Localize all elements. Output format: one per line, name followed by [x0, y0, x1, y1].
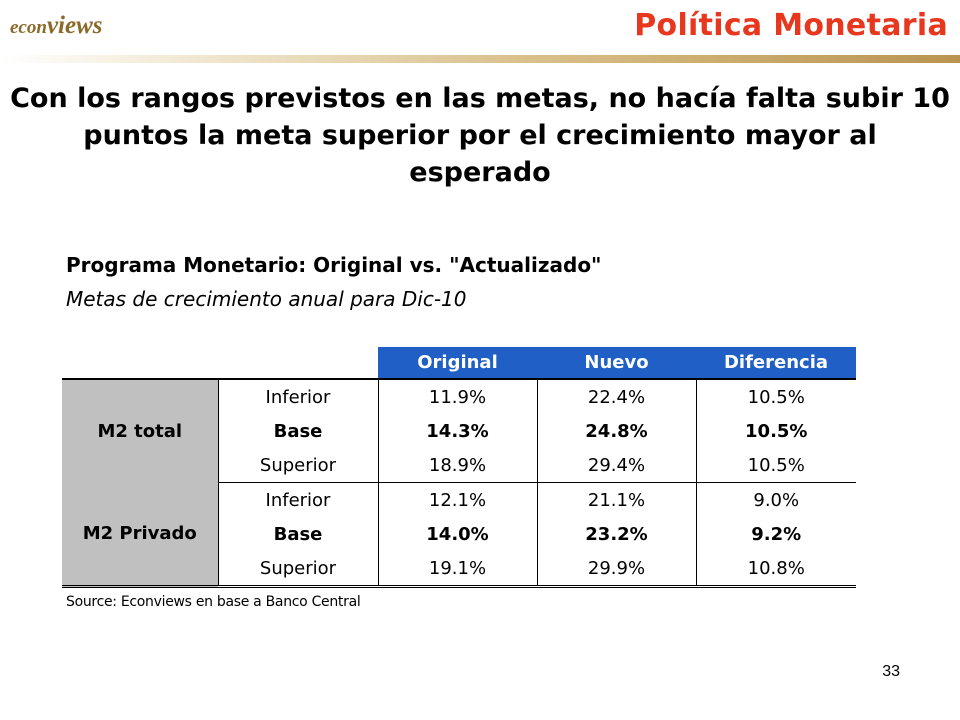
- monetary-program-table: Original Nuevo Diferencia M2 total Infer…: [62, 347, 856, 588]
- page-number: 33: [882, 663, 900, 680]
- header-blank-cell: [62, 347, 218, 380]
- group-label-m2-total: M2 total: [62, 379, 219, 483]
- logo-part-econ: econ: [10, 17, 47, 38]
- column-header-nuevo: Nuevo: [537, 347, 696, 380]
- cell-diferencia: 10.8%: [696, 551, 856, 588]
- row-label: Base: [218, 517, 379, 551]
- table-header-row: Original Nuevo Diferencia: [62, 347, 856, 380]
- table-row: M2 total Inferior 11.9% 22.4% 10.5%: [62, 379, 856, 483]
- table-row: M2 Privado Inferior 12.1% 21.1% 9.0%: [62, 482, 856, 588]
- group-label-m2-privado: M2 Privado: [62, 482, 219, 588]
- cell-nuevo: 23.2%: [537, 517, 697, 551]
- cell-nuevo: 22.4%: [537, 379, 697, 414]
- row-label: Inferior: [218, 482, 379, 517]
- cell-original: 11.9%: [378, 379, 538, 414]
- cell-nuevo: 24.8%: [537, 414, 697, 448]
- row-label: Base: [218, 414, 379, 448]
- table-row: Base 14.3% 24.8% 10.5%: [62, 414, 856, 448]
- row-label: Inferior: [218, 379, 379, 414]
- row-label: Superior: [218, 448, 379, 483]
- cell-diferencia: 9.0%: [753, 489, 800, 511]
- table-title: Programa Monetario: Original vs. "Actual…: [66, 253, 602, 277]
- cell-diferencia: 10.5%: [747, 386, 805, 408]
- logo-part-views: views: [46, 12, 103, 39]
- column-header-diferencia: Diferencia: [696, 347, 856, 380]
- cell-diferencia: 10.5%: [745, 420, 808, 442]
- cell-original: 18.9%: [378, 448, 538, 483]
- cell-diferencia: 10.5%: [696, 448, 856, 483]
- header-divider: [0, 55, 960, 63]
- table-row: Superior 18.9% 29.4% 10.5%: [62, 448, 856, 483]
- cell-original: 19.1%: [378, 551, 538, 588]
- header-blank-cell: [218, 347, 378, 380]
- table-subtitle: Metas de crecimiento anual para Dic-10: [66, 287, 467, 311]
- cell-nuevo: 29.4%: [537, 448, 697, 483]
- cell-diferencia: 9.2%: [751, 523, 802, 545]
- cell-original: 14.3%: [378, 414, 538, 448]
- section-title: Política Monetaria: [634, 8, 948, 43]
- cell-nuevo: 21.1%: [537, 482, 697, 517]
- cell-original: 14.0%: [378, 517, 538, 551]
- table-row: Base 14.0% 23.2% 9.2%: [62, 517, 856, 551]
- cell-nuevo: 29.9%: [537, 551, 697, 588]
- slide-headline: Con los rangos previstos en las metas, n…: [10, 83, 950, 188]
- econviews-logo: econviews: [10, 12, 102, 40]
- cell-original: 12.1%: [378, 482, 538, 517]
- row-label: Superior: [218, 551, 379, 588]
- table-source-note: Source: Econviews en base a Banco Centra…: [66, 594, 361, 610]
- column-header-original: Original: [378, 347, 537, 380]
- table-row: Superior 19.1% 29.9% 10.8%: [62, 551, 856, 588]
